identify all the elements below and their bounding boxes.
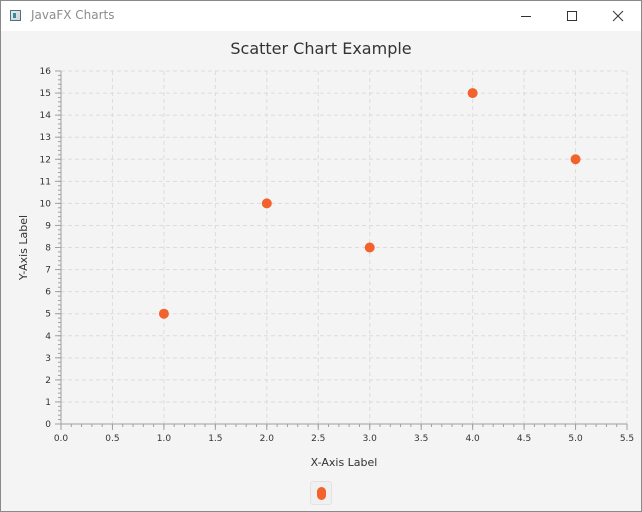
x-tick-label: 0.0 xyxy=(54,434,69,444)
maximize-icon xyxy=(567,11,577,21)
y-tick-label: 0 xyxy=(45,420,51,430)
y-tick-label: 14 xyxy=(40,111,52,121)
y-tick-label: 13 xyxy=(40,133,51,143)
x-tick-label: 3.0 xyxy=(363,434,378,444)
legend xyxy=(310,481,332,505)
title-bar[interactable]: JavaFX Charts xyxy=(1,1,641,31)
x-tick-label: 2.0 xyxy=(260,434,275,444)
y-axis-label: Y-Axis Label xyxy=(17,215,30,281)
x-tick-label: 4.0 xyxy=(465,434,480,444)
java-app-icon xyxy=(10,10,21,21)
x-tick-label: 5.0 xyxy=(568,434,583,444)
scatter-chart: Scatter Chart Example 0.0 0.5 1.0 1.5 2.0 2.5… xyxy=(1,31,641,511)
y-tick-label: 11 xyxy=(40,177,51,187)
window-title: JavaFX Charts xyxy=(31,8,115,22)
x-tick-label: 2.5 xyxy=(311,434,325,444)
y-tick-label: 5 xyxy=(45,310,51,320)
x-tick-label: 1.0 xyxy=(157,434,172,444)
x-tick-label: 4.5 xyxy=(517,434,531,444)
y-tick-label: 8 xyxy=(45,244,51,254)
y-tick-label: 9 xyxy=(45,221,51,231)
close-button[interactable] xyxy=(595,1,641,31)
chart-title: Scatter Chart Example xyxy=(230,39,412,58)
x-tick-label: 3.5 xyxy=(414,434,428,444)
chart-plot: 0.0 0.5 1.0 1.5 2.0 2.5 3.0 3.5 4.0 4.5 5.0 5.50123… xyxy=(17,67,634,469)
data-point xyxy=(261,198,272,209)
data-point xyxy=(467,88,478,99)
y-tick-label: 2 xyxy=(45,376,51,386)
y-tick-label: 6 xyxy=(45,288,51,298)
y-tick-label: 16 xyxy=(40,67,52,77)
y-tick-label: 10 xyxy=(40,199,52,209)
maximize-button[interactable] xyxy=(549,1,595,31)
y-tick-label: 1 xyxy=(45,398,51,408)
y-tick-label: 12 xyxy=(40,155,51,165)
x-tick-label: 5.5 xyxy=(620,434,634,444)
x-axis-label: X-Axis Label xyxy=(311,456,378,469)
x-tick-label: 1.5 xyxy=(208,434,222,444)
y-tick-label: 3 xyxy=(45,354,51,364)
data-point xyxy=(570,154,581,165)
y-tick-label: 15 xyxy=(40,89,51,99)
data-point xyxy=(364,242,375,253)
y-tick-label: 7 xyxy=(45,266,51,276)
close-icon xyxy=(612,10,624,22)
y-tick-label: 4 xyxy=(45,332,51,342)
minimize-button[interactable] xyxy=(503,1,549,31)
minimize-icon xyxy=(521,16,531,17)
x-tick-label: 0.5 xyxy=(105,434,119,444)
data-point xyxy=(158,308,169,319)
legend-series-symbol xyxy=(317,487,326,500)
